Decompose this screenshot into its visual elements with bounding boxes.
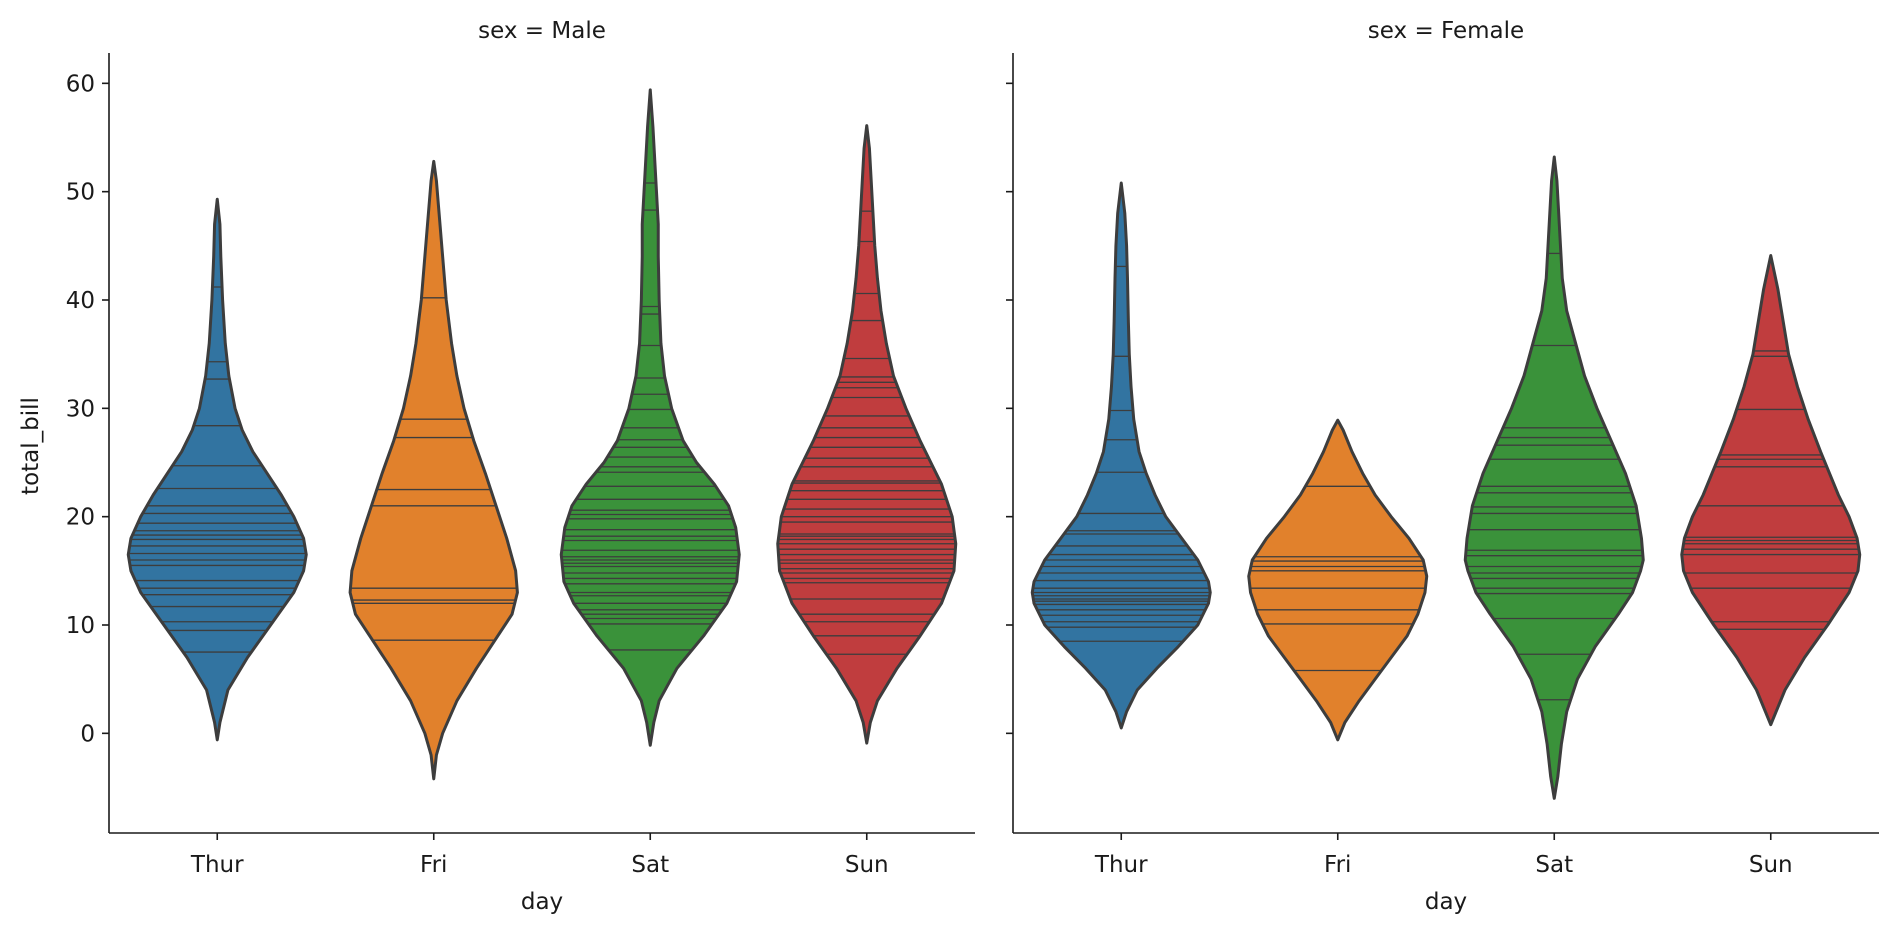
y-tick-label: 50 [66,180,95,206]
panel-title-female: sex = Female [1368,18,1524,44]
x-tick-label-fri: Fri [1324,852,1351,878]
violin-male-fri [348,159,519,781]
panel-title-male: sex = Male [478,18,606,44]
x-tick-label-sun: Sun [845,852,889,878]
y-axis-label: total_bill [18,397,44,495]
violin-male-sun [776,124,958,745]
y-tick-label: 40 [66,288,95,314]
y-tick-label: 10 [66,613,95,639]
x-axis-label-female: day [1425,889,1467,915]
x-axis-label-male: day [521,889,563,915]
violin-female-thur [1030,181,1212,730]
violin-female-sun [1680,254,1862,727]
y-tick-label: 60 [66,71,95,97]
y-tick-label: 30 [66,396,95,422]
violin-male-thur [126,197,308,742]
x-tick-label-thur: Thur [190,852,244,878]
panel-male: 0 10 20 30 40 50 60 Thur Fri Sat Sun [66,53,975,878]
violin-female-fri [1247,418,1429,742]
x-tick-label-fri: Fri [420,852,447,878]
x-tick-label-thur: Thur [1094,852,1148,878]
violin-male-sat [559,88,741,747]
x-tick-label-sun: Sun [1749,852,1793,878]
violin-female-sat [1463,155,1645,800]
y-tick-label: 0 [80,721,95,747]
x-tick-label-sat: Sat [631,852,669,878]
x-tick-label-sat: Sat [1535,852,1573,878]
panel-female: Thur Fri Sat Sun [1006,53,1879,878]
y-tick-label: 20 [66,505,95,531]
